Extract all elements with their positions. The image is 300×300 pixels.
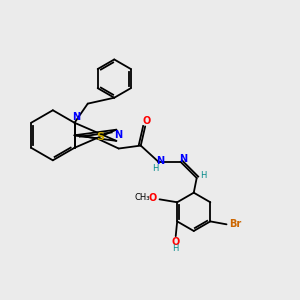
Text: O: O <box>149 193 157 203</box>
Text: CH₃: CH₃ <box>135 193 150 202</box>
Text: N: N <box>156 156 164 166</box>
Text: H: H <box>172 244 179 253</box>
Text: N: N <box>114 130 122 140</box>
Text: O: O <box>172 237 180 247</box>
Text: Br: Br <box>229 219 242 229</box>
Text: O: O <box>142 116 151 126</box>
Text: S: S <box>97 132 105 142</box>
Text: N: N <box>72 112 80 122</box>
Text: H: H <box>200 170 206 179</box>
Text: N: N <box>179 154 187 164</box>
Text: H: H <box>152 164 158 173</box>
